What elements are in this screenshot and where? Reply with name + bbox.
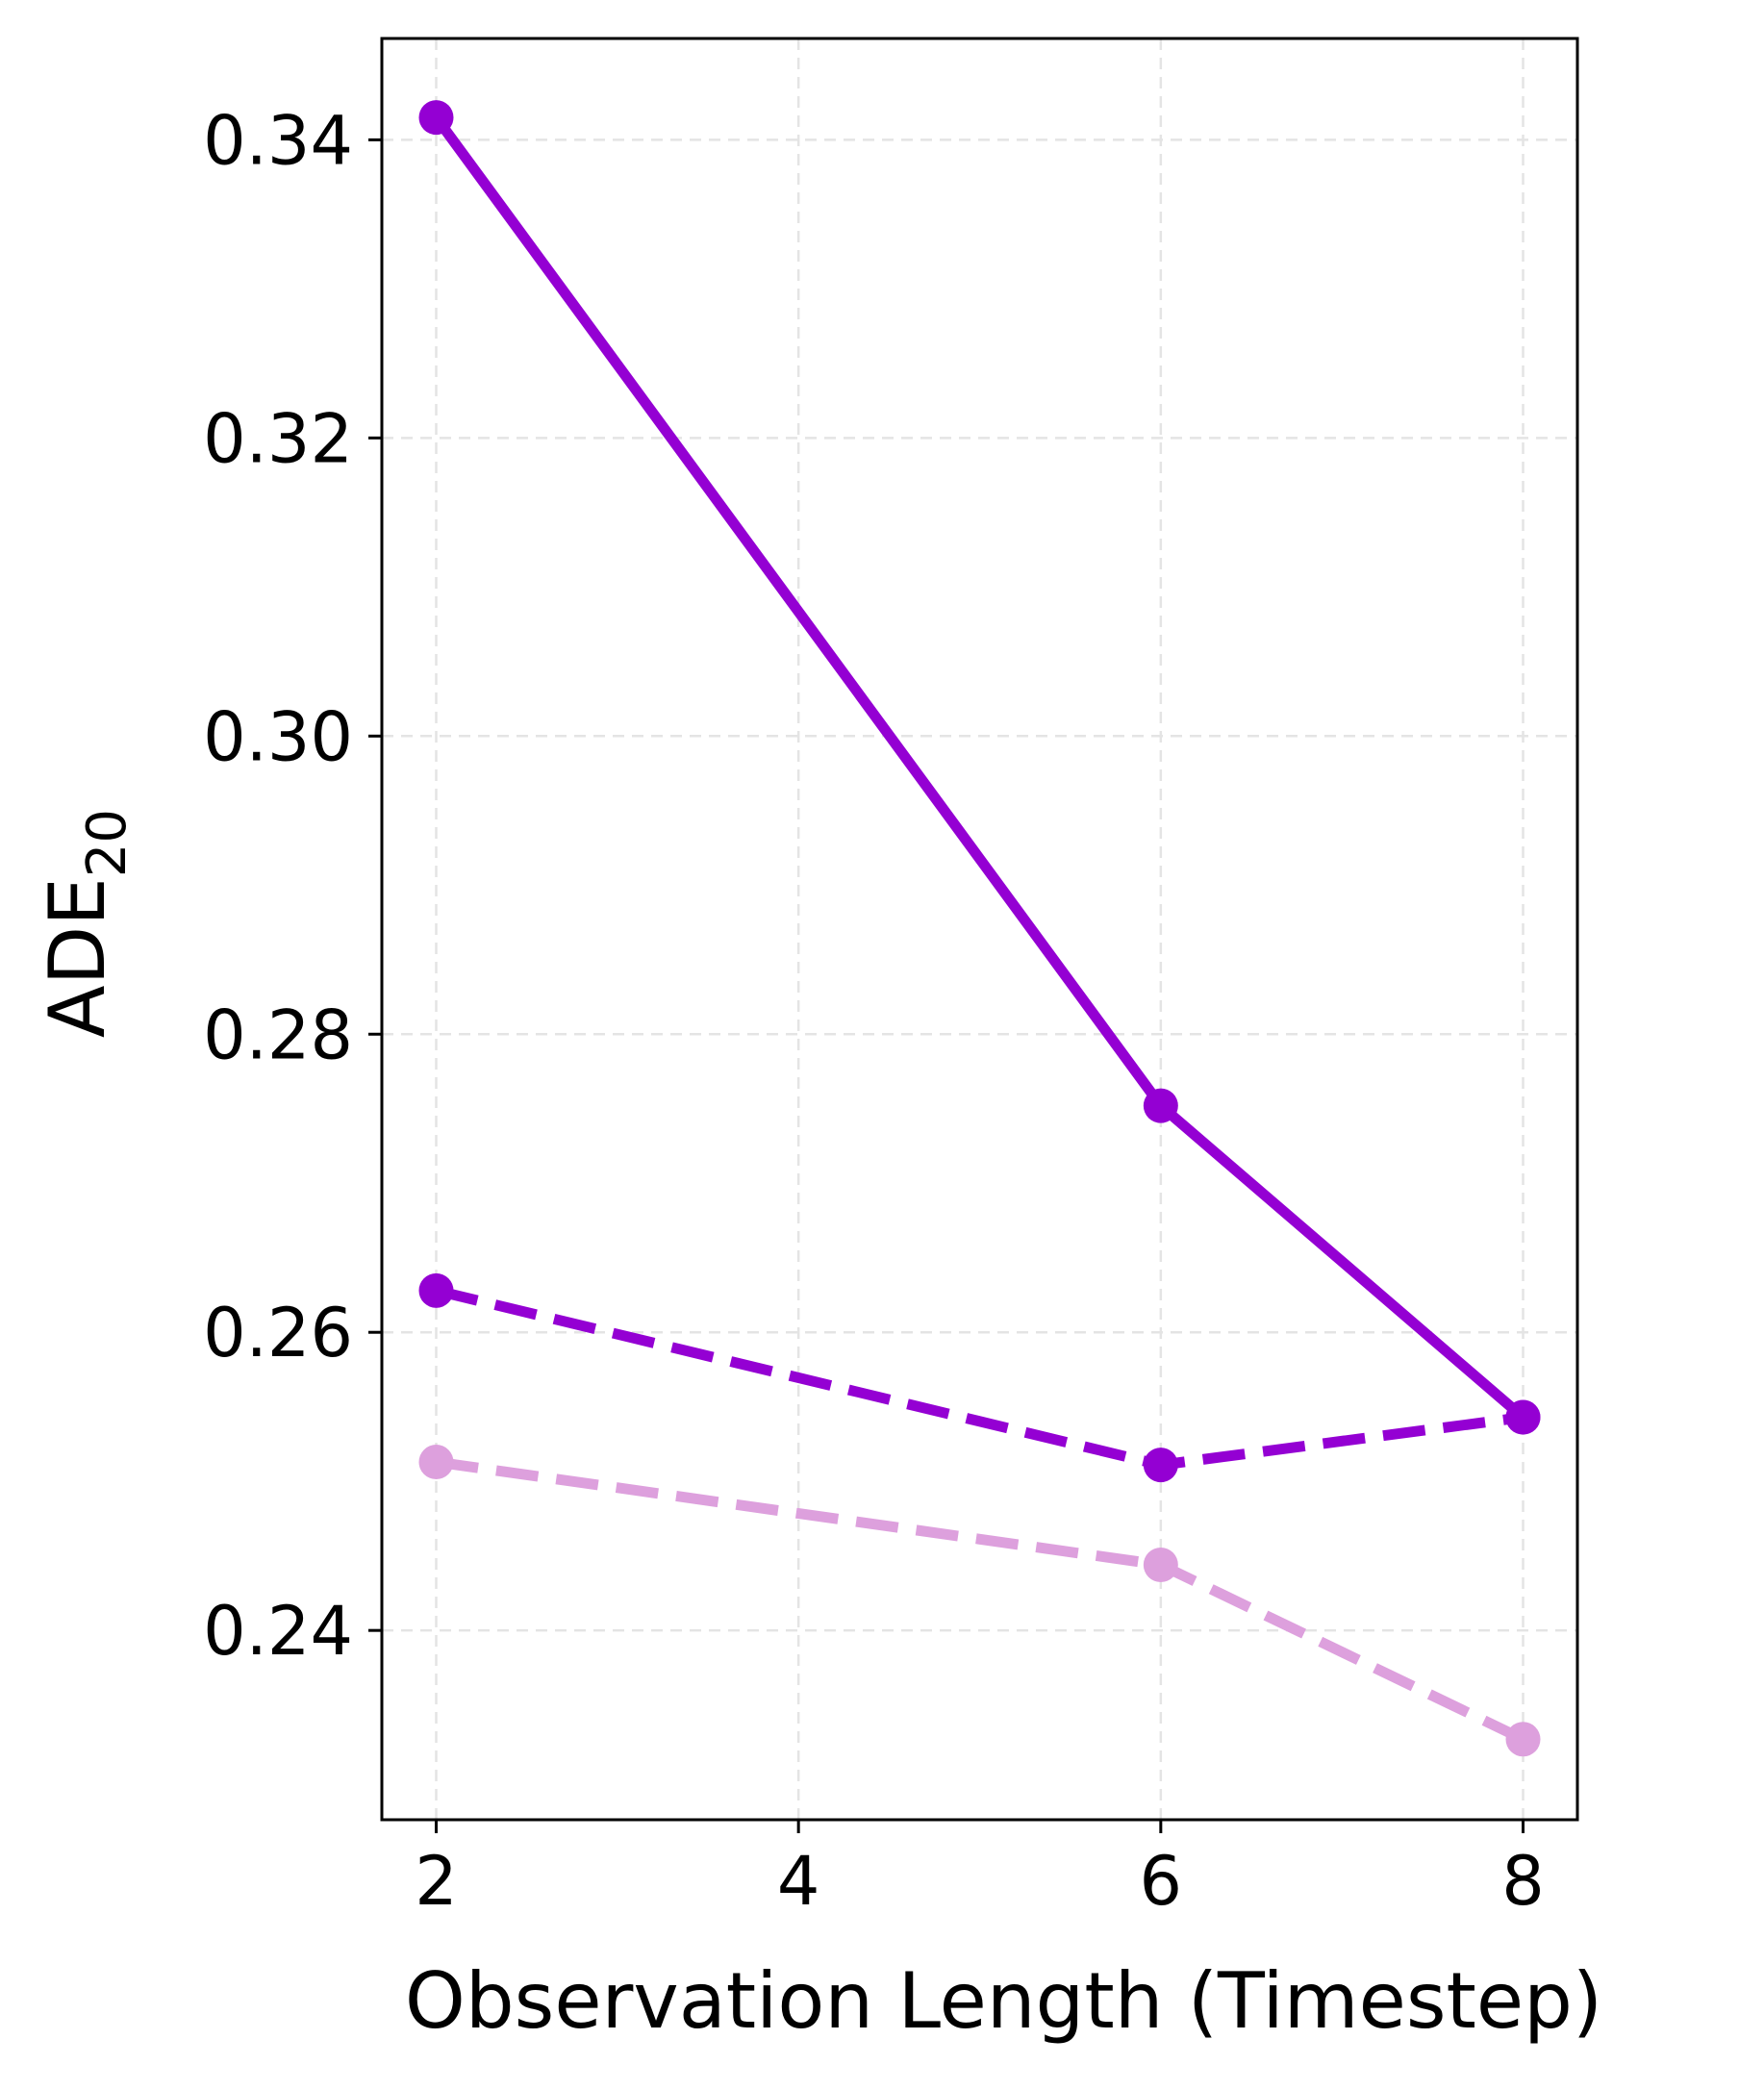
y-tick-label: 0.26 bbox=[203, 1294, 353, 1372]
y-tick-label: 0.28 bbox=[203, 995, 353, 1074]
y-tick-label: 0.32 bbox=[203, 399, 353, 478]
x-tick-label: 8 bbox=[1501, 1842, 1545, 1921]
data-point bbox=[418, 1272, 454, 1308]
x-tick-label: 2 bbox=[415, 1842, 458, 1921]
y-tick-label: 0.24 bbox=[203, 1592, 353, 1671]
series-3 bbox=[418, 1445, 1541, 1757]
y-axis-title: ADE20 bbox=[33, 809, 139, 1038]
series-line bbox=[432, 113, 1527, 1422]
y-axis-title-main: ADE bbox=[33, 877, 122, 1038]
x-tick-label: 4 bbox=[777, 1842, 820, 1921]
data-point bbox=[1143, 1448, 1178, 1483]
data-point bbox=[1143, 1547, 1178, 1582]
x-tick-label: 6 bbox=[1140, 1842, 1183, 1921]
series-line bbox=[435, 1456, 1525, 1745]
axis-ticks: 2 4 6 8 0.24 0.26 0.28 0.30 0.32 0.34 bbox=[203, 101, 1545, 1921]
series-2 bbox=[418, 1272, 1541, 1483]
y-tick-label: 0.30 bbox=[203, 697, 353, 776]
y-axis-title-subscript: 20 bbox=[76, 809, 139, 877]
data-point bbox=[1505, 1399, 1541, 1435]
plot-frame bbox=[380, 37, 1579, 1822]
data-point bbox=[1143, 1088, 1178, 1123]
data-point bbox=[418, 100, 454, 136]
series-1 bbox=[418, 100, 1541, 1435]
series-line bbox=[435, 1285, 1525, 1471]
y-tick-label: 0.34 bbox=[203, 101, 353, 180]
series-group bbox=[418, 100, 1541, 1757]
grid bbox=[382, 38, 1577, 1820]
data-point bbox=[1505, 1722, 1541, 1757]
data-point bbox=[418, 1445, 454, 1480]
x-axis-title: Observation Length (Timestep) bbox=[405, 1956, 1602, 2046]
